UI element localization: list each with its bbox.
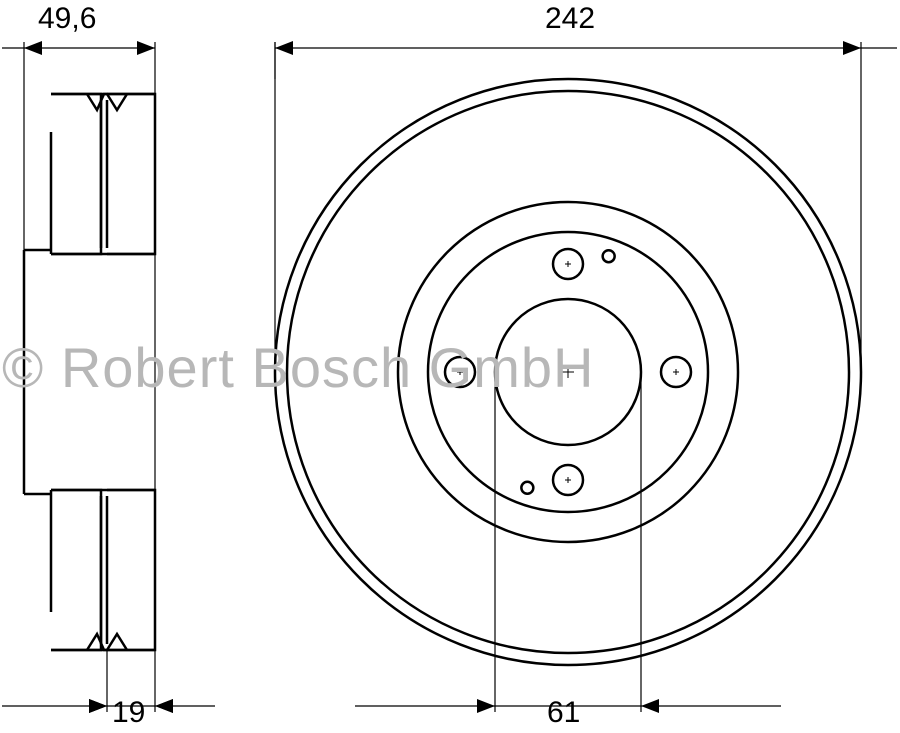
dim-outer-dia: 242 [545, 2, 595, 36]
dim-bore-dia: 61 [547, 696, 580, 730]
dim-overall-width: 49,6 [38, 2, 96, 36]
engineering-drawing [0, 0, 900, 733]
dim-plate-width: 19 [112, 696, 145, 730]
